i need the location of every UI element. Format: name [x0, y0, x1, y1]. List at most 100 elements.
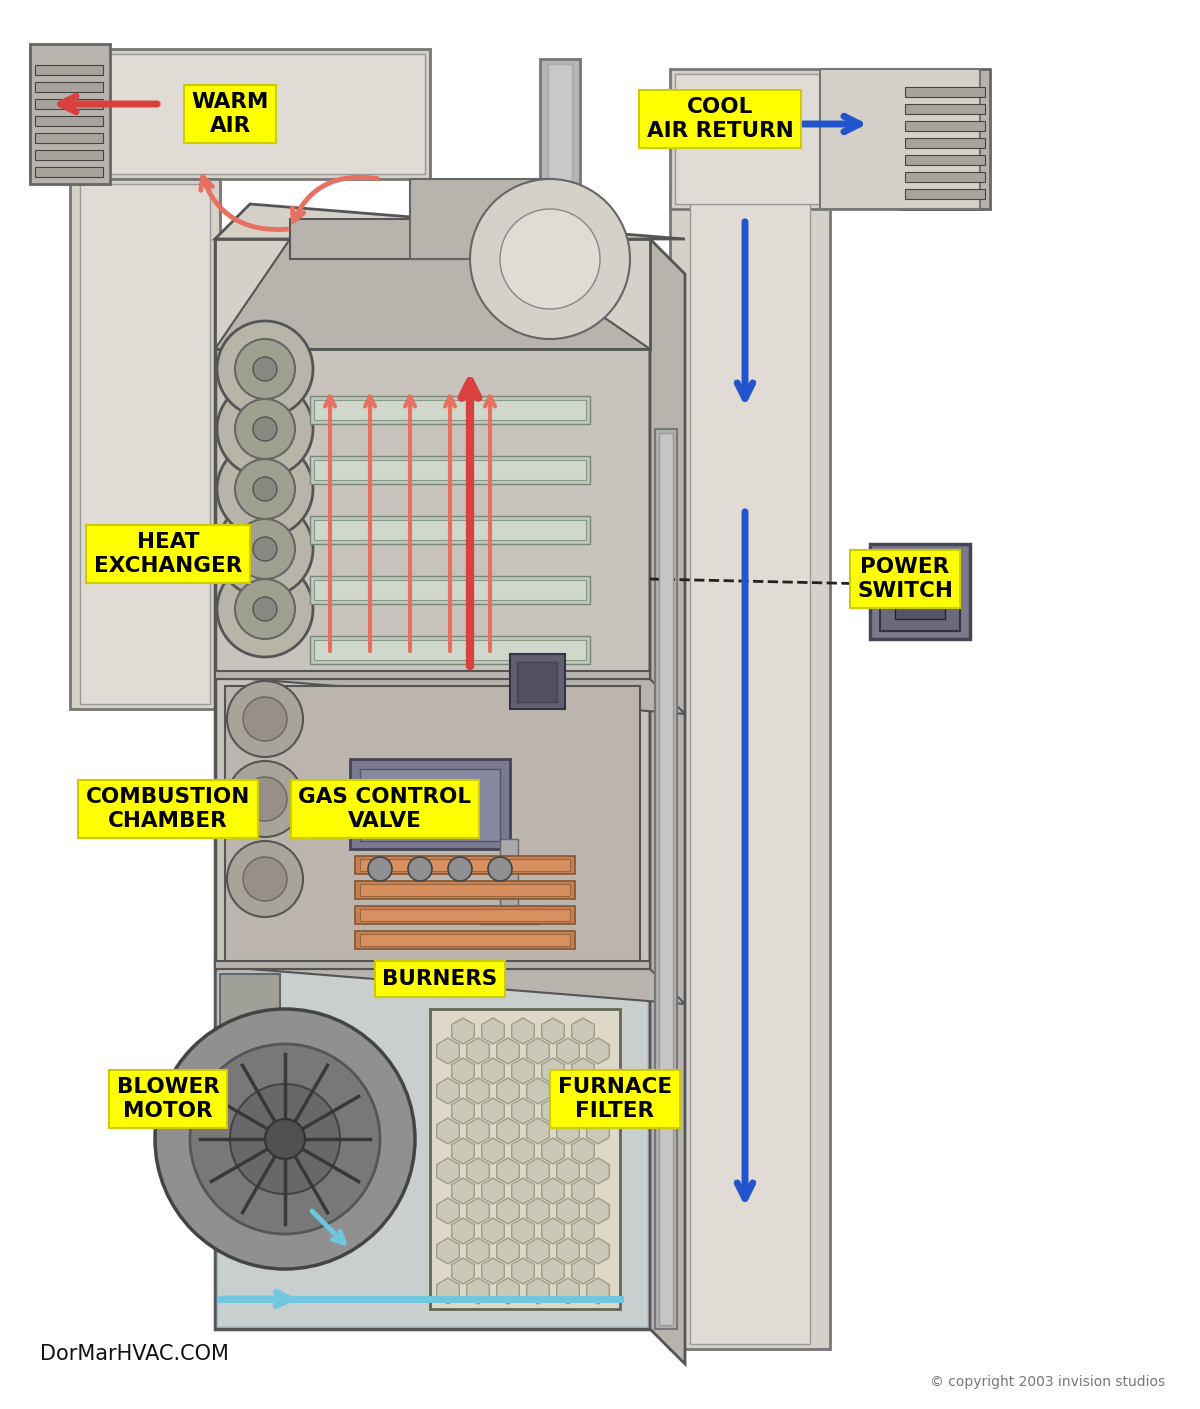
Bar — [310, 457, 590, 485]
Bar — [314, 640, 586, 659]
Polygon shape — [527, 1038, 550, 1064]
Bar — [350, 759, 510, 850]
Bar — [360, 859, 570, 871]
Bar — [360, 769, 500, 841]
Polygon shape — [541, 1138, 564, 1164]
Polygon shape — [35, 54, 425, 173]
Polygon shape — [215, 969, 685, 1005]
Bar — [360, 909, 570, 921]
Polygon shape — [481, 1098, 504, 1124]
Bar — [370, 805, 430, 834]
Polygon shape — [451, 1017, 474, 1044]
Circle shape — [217, 441, 313, 537]
Polygon shape — [467, 1117, 490, 1144]
Bar — [659, 433, 673, 1324]
Polygon shape — [571, 1178, 594, 1205]
Bar — [290, 218, 490, 259]
Circle shape — [253, 417, 277, 441]
Polygon shape — [527, 1158, 550, 1184]
Circle shape — [253, 537, 277, 561]
Bar — [355, 906, 575, 924]
Polygon shape — [467, 1038, 490, 1064]
Text: © copyright 2003 invision studios: © copyright 2003 invision studios — [930, 1375, 1165, 1389]
Polygon shape — [70, 179, 220, 709]
Polygon shape — [541, 1178, 564, 1205]
Polygon shape — [587, 1278, 610, 1303]
Polygon shape — [215, 679, 685, 714]
Polygon shape — [527, 1078, 550, 1105]
Bar — [35, 82, 103, 92]
Polygon shape — [511, 1058, 534, 1084]
Text: FURNACE
FILTER: FURNACE FILTER — [558, 1078, 672, 1120]
Polygon shape — [467, 1158, 490, 1184]
Circle shape — [227, 681, 302, 757]
Polygon shape — [497, 1198, 520, 1224]
Polygon shape — [557, 1198, 580, 1224]
Polygon shape — [437, 1038, 460, 1064]
Polygon shape — [527, 1117, 550, 1144]
Polygon shape — [437, 1198, 460, 1224]
Polygon shape — [557, 1278, 580, 1303]
Polygon shape — [497, 1239, 520, 1264]
Bar — [314, 459, 586, 480]
Circle shape — [408, 857, 432, 881]
Polygon shape — [451, 1138, 474, 1164]
Bar — [905, 121, 985, 131]
Circle shape — [253, 478, 277, 502]
Text: COOL
AIR RETURN: COOL AIR RETURN — [647, 97, 793, 141]
Polygon shape — [571, 1217, 594, 1244]
Polygon shape — [587, 1117, 610, 1144]
Circle shape — [470, 179, 630, 340]
Bar — [900, 69, 990, 209]
Text: BURNERS: BURNERS — [383, 969, 498, 989]
Polygon shape — [497, 1038, 520, 1064]
Text: GAS CONTROL
VALVE: GAS CONTROL VALVE — [299, 788, 472, 830]
Polygon shape — [571, 1017, 594, 1044]
Bar — [310, 516, 590, 544]
Polygon shape — [497, 1117, 520, 1144]
Polygon shape — [541, 1098, 564, 1124]
Polygon shape — [820, 69, 980, 209]
Bar — [500, 838, 518, 919]
Circle shape — [242, 697, 287, 741]
Bar — [310, 576, 590, 604]
Polygon shape — [527, 1198, 550, 1224]
Circle shape — [265, 1119, 305, 1160]
Bar — [35, 99, 103, 108]
Bar — [35, 132, 103, 142]
Polygon shape — [541, 1017, 564, 1044]
Bar — [905, 138, 985, 148]
Circle shape — [155, 1009, 415, 1270]
Polygon shape — [541, 1217, 564, 1244]
Polygon shape — [557, 1239, 580, 1264]
Polygon shape — [541, 1058, 564, 1084]
Polygon shape — [587, 1038, 610, 1064]
Polygon shape — [527, 1239, 550, 1264]
Bar — [517, 662, 557, 702]
Circle shape — [227, 761, 302, 837]
Polygon shape — [511, 1017, 534, 1044]
Circle shape — [253, 597, 277, 621]
Polygon shape — [215, 240, 650, 349]
Text: BLOWER
MOTOR: BLOWER MOTOR — [116, 1078, 220, 1120]
Bar — [310, 396, 590, 424]
Circle shape — [217, 561, 313, 657]
Bar — [355, 881, 575, 899]
Circle shape — [235, 579, 295, 640]
Polygon shape — [497, 1158, 520, 1184]
Polygon shape — [451, 1098, 474, 1124]
Polygon shape — [80, 185, 210, 704]
Polygon shape — [571, 1138, 594, 1164]
Polygon shape — [557, 1117, 580, 1144]
Bar — [870, 544, 970, 640]
Bar — [895, 579, 944, 619]
Circle shape — [368, 857, 392, 881]
Bar — [217, 972, 648, 1327]
Circle shape — [217, 321, 313, 417]
Bar — [480, 906, 540, 924]
Polygon shape — [650, 240, 685, 1364]
Bar — [35, 168, 103, 178]
Polygon shape — [571, 1058, 594, 1084]
Circle shape — [235, 399, 295, 459]
Polygon shape — [511, 1178, 534, 1205]
